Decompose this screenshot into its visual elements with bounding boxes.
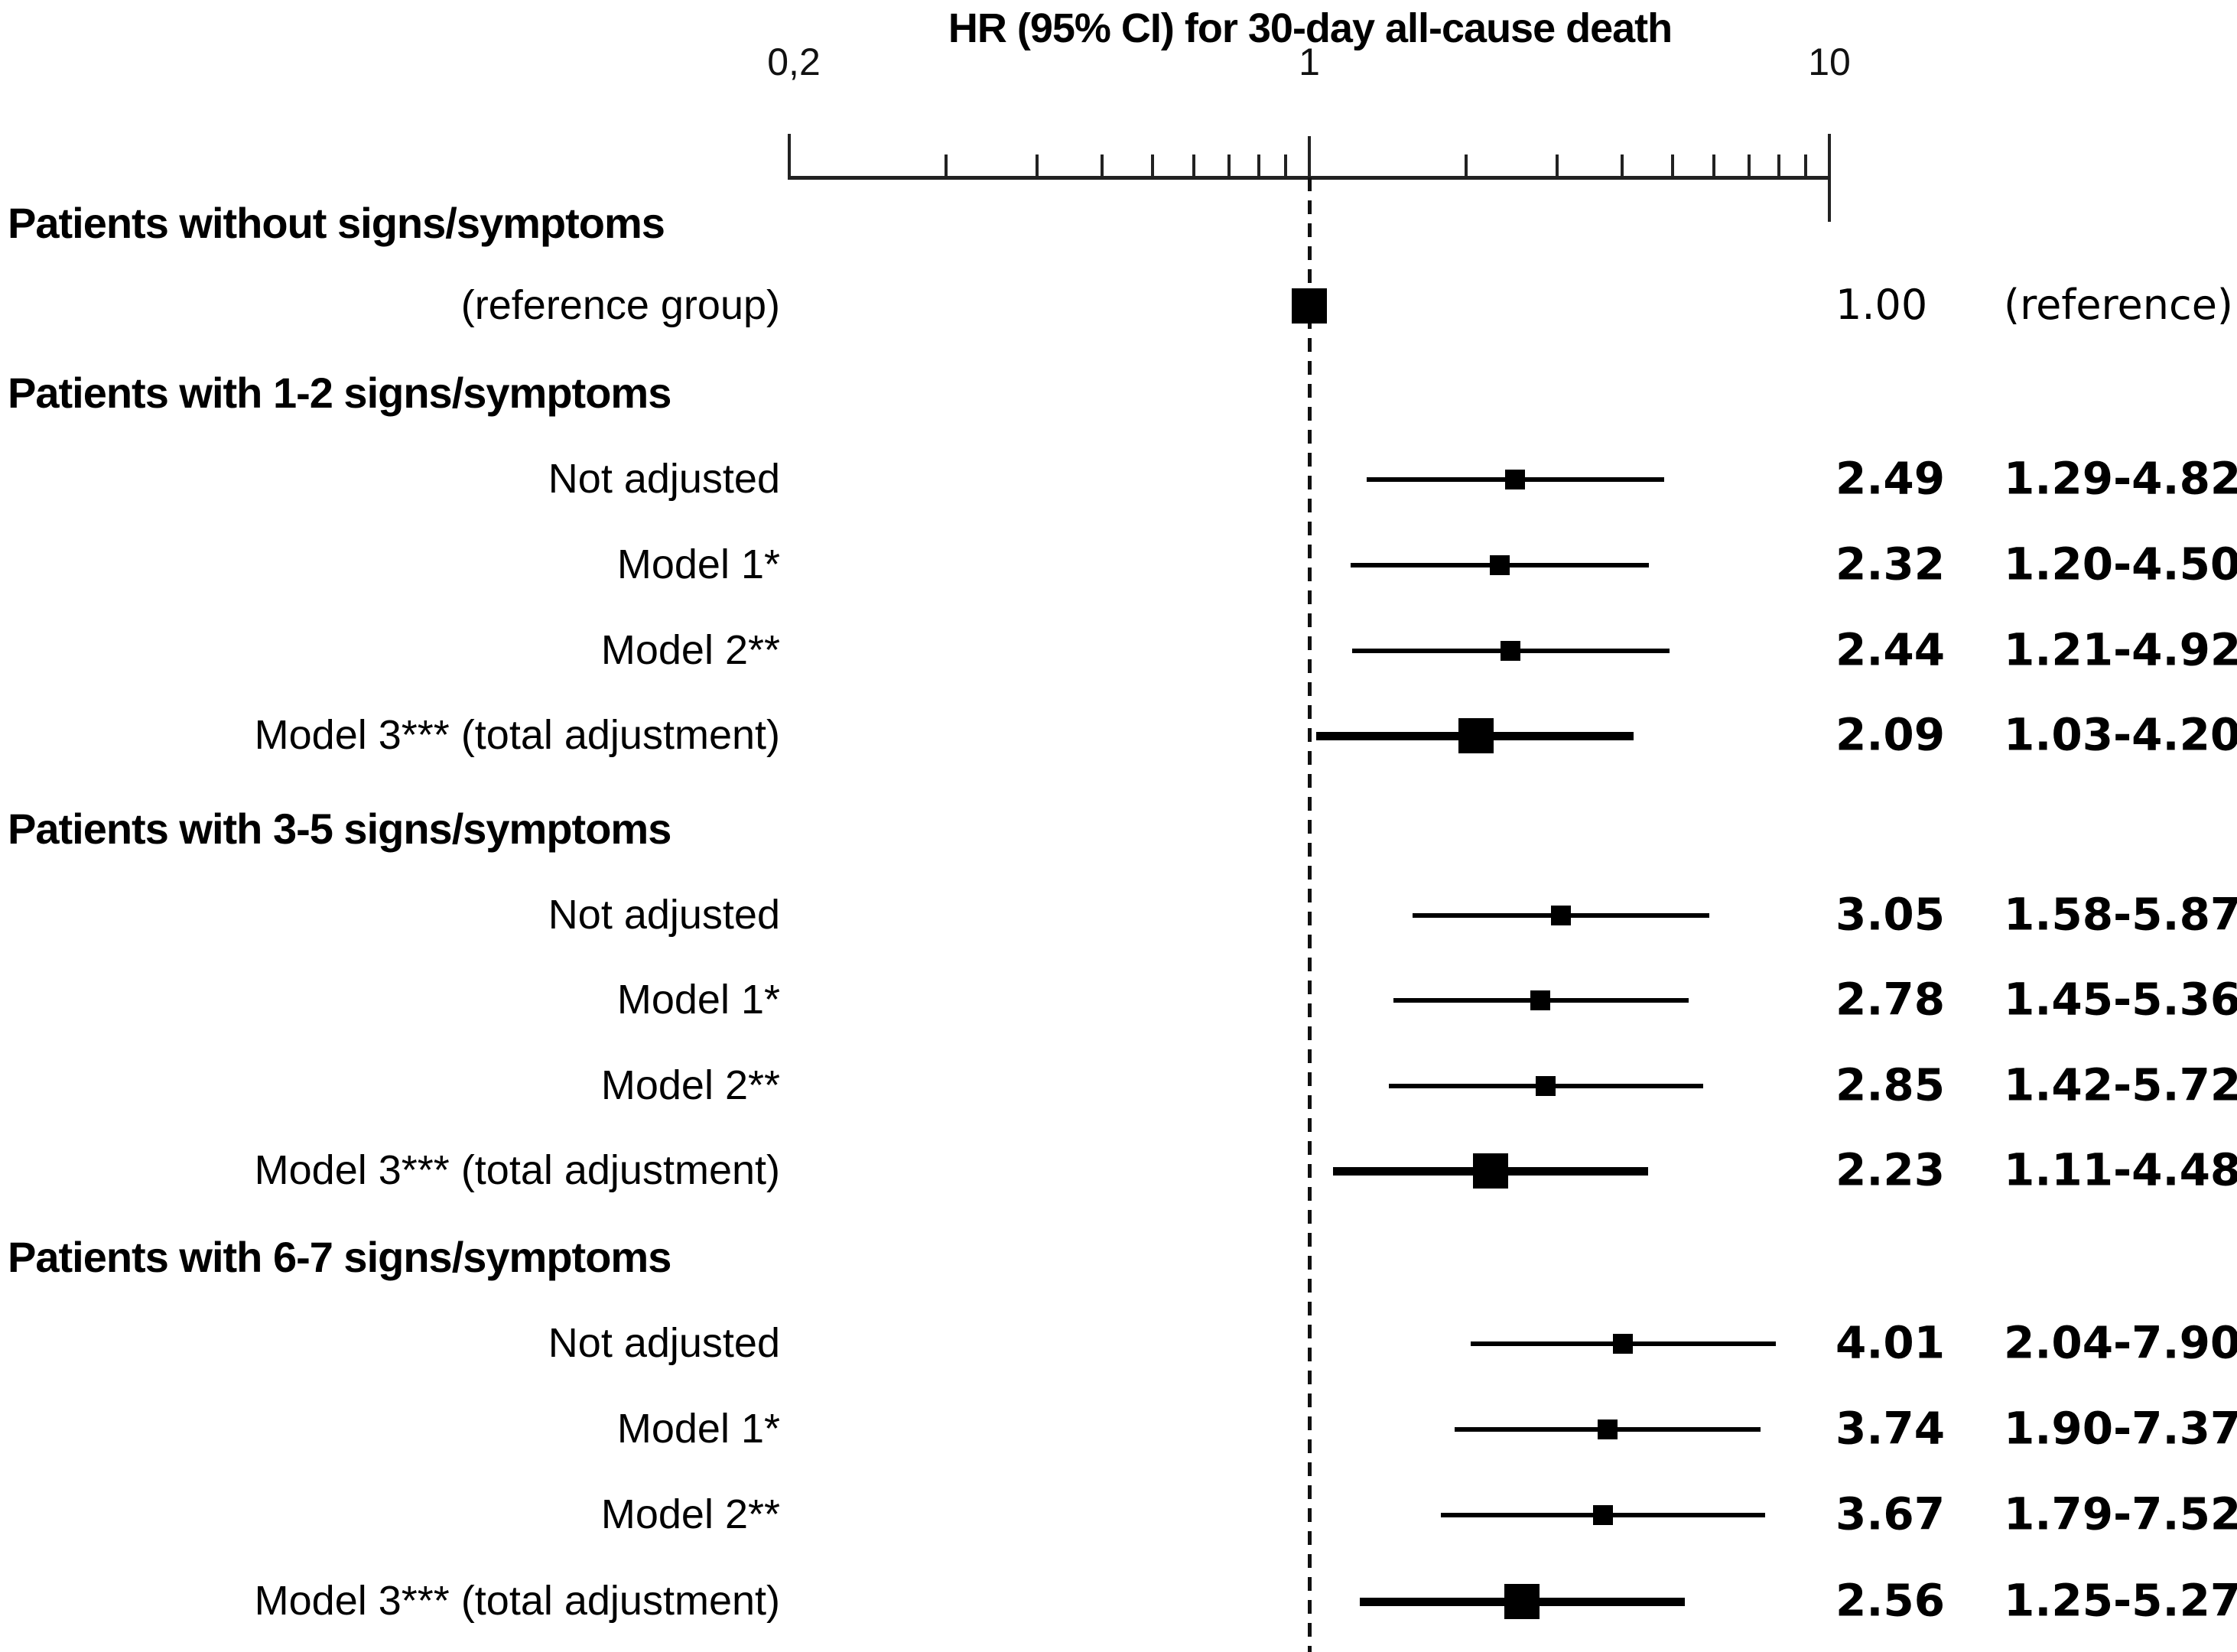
axis-minor-tick [1192, 154, 1196, 176]
axis-end-tick-left [788, 134, 791, 180]
row-label: Not adjusted [548, 455, 780, 502]
ci-value: 1.29-4.82 [2004, 452, 2237, 505]
point-estimate-marker [1292, 288, 1327, 324]
ci-value: (reference) [2004, 281, 2233, 330]
point-estimate-marker [1501, 641, 1521, 661]
row-label: Model 3*** (total adjustment) [254, 711, 780, 758]
ci-value: 2.04-7.90 [2004, 1316, 2237, 1369]
axis-minor-tick [1227, 154, 1231, 176]
axis-tick-one [1308, 136, 1311, 177]
axis-tick-label: 1 [1299, 41, 1320, 83]
axis-minor-tick [1036, 154, 1039, 176]
hr-value: 2.56 [1835, 1574, 1946, 1627]
hr-value: 2.44 [1835, 623, 1946, 676]
point-estimate-marker [1530, 990, 1550, 1010]
hr-value: 3.74 [1835, 1402, 1946, 1455]
axis-tick-label: 0,2 [767, 41, 821, 83]
ci-value: 1.25-5.27 [2004, 1574, 2237, 1627]
point-estimate-marker [1597, 1419, 1618, 1439]
hr-value: 2.32 [1835, 538, 1946, 590]
ci-value: 1.45-5.36 [2004, 973, 2237, 1026]
point-estimate-marker [1489, 555, 1510, 575]
axis-minor-tick [1712, 154, 1716, 176]
axis-minor-tick [944, 154, 948, 176]
point-estimate-marker [1458, 718, 1494, 753]
ci-value: 1.90-7.37 [2004, 1402, 2237, 1455]
row-label: Model 2** [600, 1062, 780, 1108]
row-label: Model 2** [600, 626, 780, 673]
axis-minor-tick [1257, 154, 1261, 176]
axis-minor-tick [1671, 154, 1675, 176]
hr-value: 4.01 [1835, 1316, 1946, 1369]
ci-value: 1.79-7.52 [2004, 1488, 2237, 1540]
hr-value: 1.00 [1835, 281, 1928, 330]
group-header: Patients with 3-5 signs/symptoms [8, 805, 671, 854]
ci-value: 1.20-4.50 [2004, 538, 2237, 590]
ci-value: 1.03-4.20 [2004, 708, 2237, 761]
hr-value: 2.23 [1835, 1143, 1946, 1196]
row-label: Model 2** [600, 1491, 780, 1537]
axis-minor-tick [1556, 154, 1559, 176]
axis-minor-tick [1803, 154, 1807, 176]
row-label: Not adjusted [548, 1319, 780, 1366]
hr-value: 3.67 [1835, 1488, 1946, 1540]
chart-title: HR (95% CI) for 30-day all-cause death [948, 5, 1673, 51]
row-label: Model 1* [616, 541, 780, 587]
point-estimate-marker [1504, 1584, 1540, 1619]
group-header: Patients without signs/symptoms [8, 199, 665, 248]
point-estimate-marker [1551, 906, 1572, 925]
hr-value: 2.49 [1835, 452, 1946, 505]
row-label: Model 3*** (total adjustment) [254, 1577, 780, 1624]
reference-line [1308, 177, 1312, 1652]
axis-minor-tick [1283, 154, 1287, 176]
group-header: Patients with 1-2 signs/symptoms [8, 369, 671, 418]
hr-value: 2.85 [1835, 1059, 1946, 1111]
point-estimate-marker [1536, 1076, 1556, 1096]
ci-value: 1.58-5.87 [2004, 888, 2237, 941]
hr-value: 3.05 [1835, 888, 1946, 941]
axis-minor-tick [1621, 154, 1624, 176]
axis-end-tick-right [1828, 134, 1831, 222]
axis-minor-tick [1151, 154, 1155, 176]
hr-value: 2.78 [1835, 973, 1946, 1026]
hr-value: 2.09 [1835, 708, 1946, 761]
point-estimate-marker [1472, 1153, 1508, 1189]
axis-minor-tick [1464, 154, 1468, 176]
point-estimate-marker [1613, 1334, 1634, 1354]
row-label: Not adjusted [548, 891, 780, 938]
point-estimate-marker [1592, 1505, 1613, 1525]
row-label: (reference group) [460, 281, 780, 328]
ci-value: 1.11-4.48 [2004, 1143, 2237, 1196]
axis-tick-label: 10 [1808, 41, 1851, 83]
ci-value: 1.42-5.72 [2004, 1059, 2237, 1111]
row-label: Model 1* [616, 976, 780, 1023]
ci-value: 1.21-4.92 [2004, 623, 2237, 676]
group-header: Patients with 6-7 signs/symptoms [8, 1233, 671, 1282]
axis-minor-tick [1777, 154, 1781, 176]
axis-minor-tick [1747, 154, 1751, 176]
row-label: Model 1* [616, 1405, 780, 1452]
row-label: Model 3*** (total adjustment) [254, 1146, 780, 1193]
point-estimate-marker [1505, 470, 1526, 489]
axis-minor-tick [1101, 154, 1104, 176]
